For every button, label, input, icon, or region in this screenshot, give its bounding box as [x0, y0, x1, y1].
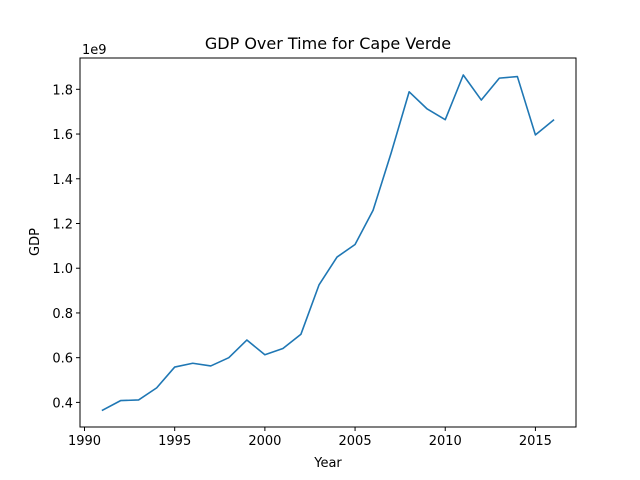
y-offset-label: 1e9 — [82, 43, 107, 58]
x-axis-ticks: 1990 1995 2000 2005 2010 2015 — [68, 427, 552, 449]
y-tick-label: 1.4 — [52, 173, 73, 188]
y-tick-label: 0.6 — [52, 352, 73, 367]
x-tick-label: 2015 — [519, 434, 552, 449]
y-tick-label: 0.4 — [52, 396, 73, 411]
x-axis-label: Year — [313, 456, 342, 471]
y-axis-label: GDP — [28, 228, 43, 256]
y-axis-ticks: 0.4 0.6 0.8 1.0 1.2 1.4 1.6 1.8 — [52, 83, 80, 411]
x-tick-label: 2005 — [339, 434, 372, 449]
y-tick-label: 1.2 — [52, 217, 73, 232]
y-tick-label: 0.8 — [52, 307, 73, 322]
y-tick-label: 1.0 — [52, 262, 73, 277]
x-tick-label: 2000 — [248, 434, 281, 449]
x-tick-label: 1990 — [68, 434, 101, 449]
x-tick-label: 2010 — [429, 434, 462, 449]
x-tick-label: 1995 — [158, 434, 191, 449]
gdp-series-line — [101, 74, 555, 412]
y-tick-label: 1.6 — [52, 128, 73, 143]
plot-area — [101, 74, 555, 412]
chart-title: GDP Over Time for Cape Verde — [205, 34, 451, 53]
plot-frame — [79, 57, 577, 428]
y-tick-label: 1.8 — [52, 83, 73, 98]
